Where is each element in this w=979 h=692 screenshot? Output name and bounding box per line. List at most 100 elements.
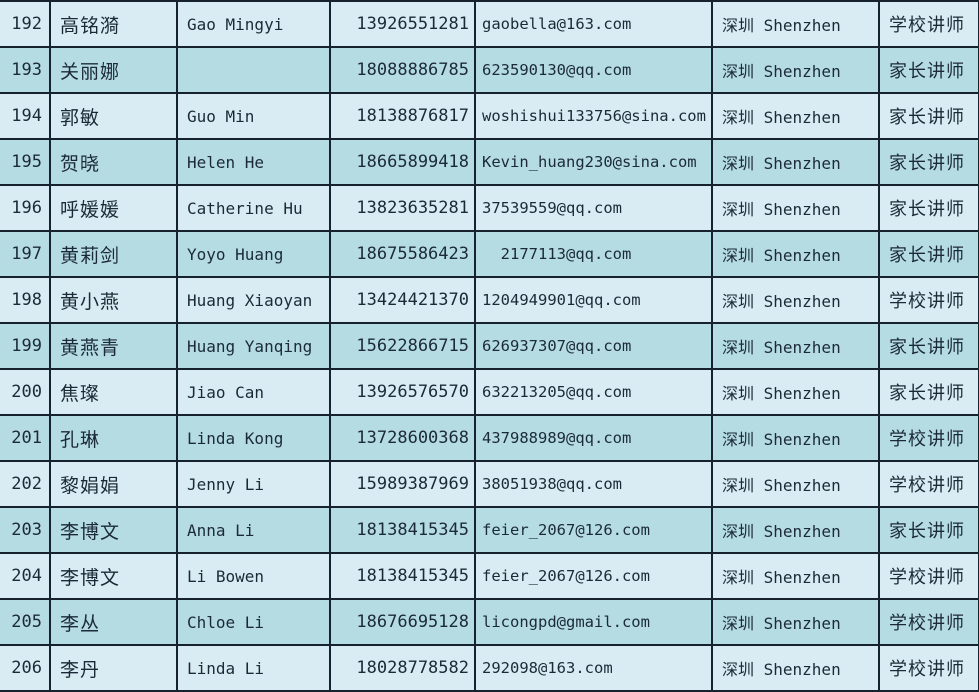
phone-cell[interactable]: 13926551281 xyxy=(329,0,476,48)
chinese-name-cell[interactable]: 呼媛媛 xyxy=(49,184,178,232)
chinese-name-cell[interactable]: 李博文 xyxy=(49,506,178,554)
row-number-cell[interactable]: 200 xyxy=(0,368,51,416)
chinese-name-cell[interactable]: 黎娟娟 xyxy=(49,460,178,508)
english-name-cell[interactable]: Huang Xiaoyan xyxy=(176,276,331,324)
role-cell[interactable]: 家长讲师 xyxy=(878,184,979,232)
phone-cell[interactable]: 18676695128 xyxy=(329,598,476,646)
chinese-name-cell[interactable]: 高铭漪 xyxy=(49,0,178,48)
english-name-cell[interactable]: Yoyo Huang xyxy=(176,230,331,278)
city-cell[interactable]: 深圳 Shenzhen xyxy=(711,506,880,554)
city-cell[interactable]: 深圳 Shenzhen xyxy=(711,552,880,600)
row-number-cell[interactable]: 193 xyxy=(0,46,51,94)
row-number-cell[interactable]: 195 xyxy=(0,138,51,186)
english-name-cell[interactable]: Catherine Hu xyxy=(176,184,331,232)
email-cell[interactable]: Kevin_huang230@sina.com xyxy=(474,138,713,186)
chinese-name-cell[interactable]: 李博文 xyxy=(49,552,178,600)
phone-cell[interactable]: 18138415345 xyxy=(329,552,476,600)
city-cell[interactable]: 深圳 Shenzhen xyxy=(711,368,880,416)
row-number-cell[interactable]: 204 xyxy=(0,552,51,600)
phone-cell[interactable]: 15622866715 xyxy=(329,322,476,370)
city-cell[interactable]: 深圳 Shenzhen xyxy=(711,184,880,232)
email-cell[interactable]: 38051938@qq.com xyxy=(474,460,713,508)
english-name-cell[interactable]: Jenny Li xyxy=(176,460,331,508)
row-number-cell[interactable]: 203 xyxy=(0,506,51,554)
role-cell[interactable]: 家长讲师 xyxy=(878,368,979,416)
chinese-name-cell[interactable]: 黄燕青 xyxy=(49,322,178,370)
email-cell[interactable]: feier_2067@126.com xyxy=(474,552,713,600)
chinese-name-cell[interactable]: 黄莉剑 xyxy=(49,230,178,278)
phone-cell[interactable]: 13728600368 xyxy=(329,414,476,462)
chinese-name-cell[interactable]: 孔琳 xyxy=(49,414,178,462)
row-number-cell[interactable]: 198 xyxy=(0,276,51,324)
phone-cell[interactable]: 18028778582 xyxy=(329,644,476,692)
role-cell[interactable]: 家长讲师 xyxy=(878,138,979,186)
english-name-cell[interactable]: Anna Li xyxy=(176,506,331,554)
english-name-cell[interactable]: Helen He xyxy=(176,138,331,186)
phone-cell[interactable]: 18138415345 xyxy=(329,506,476,554)
email-cell[interactable]: 437988989@qq.com xyxy=(474,414,713,462)
city-cell[interactable]: 深圳 Shenzhen xyxy=(711,230,880,278)
role-cell[interactable]: 学校讲师 xyxy=(878,414,979,462)
row-number-cell[interactable]: 201 xyxy=(0,414,51,462)
role-cell[interactable]: 学校讲师 xyxy=(878,460,979,508)
chinese-name-cell[interactable]: 贺晓 xyxy=(49,138,178,186)
email-cell[interactable]: 2177113@qq.com xyxy=(474,230,713,278)
row-number-cell[interactable]: 199 xyxy=(0,322,51,370)
role-cell[interactable]: 学校讲师 xyxy=(878,552,979,600)
email-cell[interactable]: 626937307@qq.com xyxy=(474,322,713,370)
english-name-cell[interactable]: Jiao Can xyxy=(176,368,331,416)
phone-cell[interactable]: 13424421370 xyxy=(329,276,476,324)
role-cell[interactable]: 家长讲师 xyxy=(878,506,979,554)
phone-cell[interactable]: 18088886785 xyxy=(329,46,476,94)
email-cell[interactable]: 623590130@qq.com xyxy=(474,46,713,94)
row-number-cell[interactable]: 196 xyxy=(0,184,51,232)
chinese-name-cell[interactable]: 焦璨 xyxy=(49,368,178,416)
row-number-cell[interactable]: 194 xyxy=(0,92,51,140)
email-cell[interactable]: licongpd@gmail.com xyxy=(474,598,713,646)
city-cell[interactable]: 深圳 Shenzhen xyxy=(711,644,880,692)
chinese-name-cell[interactable]: 关丽娜 xyxy=(49,46,178,94)
phone-cell[interactable]: 18138876817 xyxy=(329,92,476,140)
english-name-cell[interactable]: Linda Kong xyxy=(176,414,331,462)
chinese-name-cell[interactable]: 李丹 xyxy=(49,644,178,692)
email-cell[interactable]: 37539559@qq.com xyxy=(474,184,713,232)
english-name-cell[interactable]: Linda Li xyxy=(176,644,331,692)
email-cell[interactable]: woshishui133756@sina.com xyxy=(474,92,713,140)
role-cell[interactable]: 家长讲师 xyxy=(878,92,979,140)
row-number-cell[interactable]: 192 xyxy=(0,0,51,48)
row-number-cell[interactable]: 197 xyxy=(0,230,51,278)
english-name-cell[interactable]: Guo Min xyxy=(176,92,331,140)
role-cell[interactable]: 家长讲师 xyxy=(878,322,979,370)
phone-cell[interactable]: 13823635281 xyxy=(329,184,476,232)
role-cell[interactable]: 家长讲师 xyxy=(878,230,979,278)
chinese-name-cell[interactable]: 黄小燕 xyxy=(49,276,178,324)
chinese-name-cell[interactable]: 李丛 xyxy=(49,598,178,646)
phone-cell[interactable]: 18665899418 xyxy=(329,138,476,186)
role-cell[interactable]: 学校讲师 xyxy=(878,276,979,324)
city-cell[interactable]: 深圳 Shenzhen xyxy=(711,322,880,370)
city-cell[interactable]: 深圳 Shenzhen xyxy=(711,0,880,48)
english-name-cell[interactable]: Li Bowen xyxy=(176,552,331,600)
role-cell[interactable]: 学校讲师 xyxy=(878,644,979,692)
email-cell[interactable]: feier_2067@126.com xyxy=(474,506,713,554)
phone-cell[interactable]: 18675586423 xyxy=(329,230,476,278)
chinese-name-cell[interactable]: 郭敏 xyxy=(49,92,178,140)
city-cell[interactable]: 深圳 Shenzhen xyxy=(711,598,880,646)
english-name-cell[interactable] xyxy=(176,46,331,94)
city-cell[interactable]: 深圳 Shenzhen xyxy=(711,460,880,508)
row-number-cell[interactable]: 202 xyxy=(0,460,51,508)
city-cell[interactable]: 深圳 Shenzhen xyxy=(711,92,880,140)
english-name-cell[interactable]: Huang Yanqing xyxy=(176,322,331,370)
email-cell[interactable]: 632213205@qq.com xyxy=(474,368,713,416)
city-cell[interactable]: 深圳 Shenzhen xyxy=(711,46,880,94)
city-cell[interactable]: 深圳 Shenzhen xyxy=(711,276,880,324)
email-cell[interactable]: 1204949901@qq.com xyxy=(474,276,713,324)
phone-cell[interactable]: 13926576570 xyxy=(329,368,476,416)
email-cell[interactable]: 292098@163.com xyxy=(474,644,713,692)
row-number-cell[interactable]: 206 xyxy=(0,644,51,692)
city-cell[interactable]: 深圳 Shenzhen xyxy=(711,414,880,462)
english-name-cell[interactable]: Gao Mingyi xyxy=(176,0,331,48)
role-cell[interactable]: 学校讲师 xyxy=(878,598,979,646)
role-cell[interactable]: 家长讲师 xyxy=(878,46,979,94)
phone-cell[interactable]: 15989387969 xyxy=(329,460,476,508)
